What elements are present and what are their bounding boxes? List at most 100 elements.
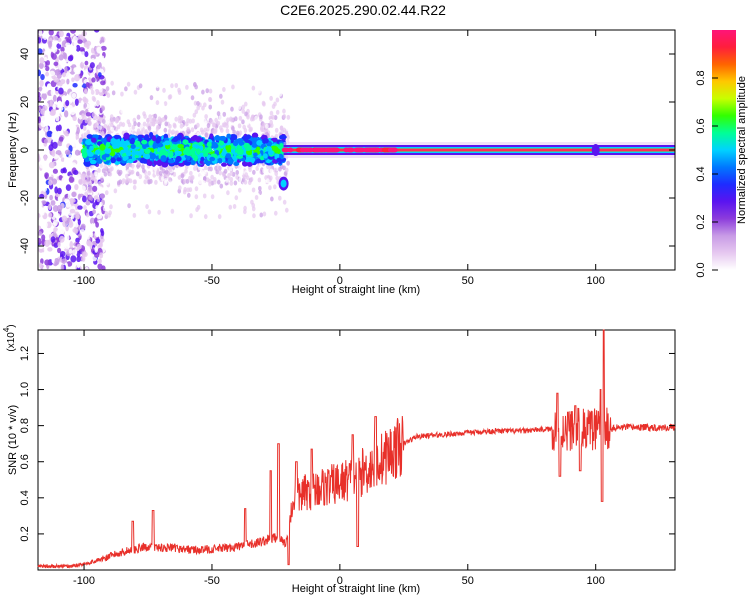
y-tick-label: -40: [19, 238, 31, 254]
heat-cell: [106, 125, 111, 131]
heat-cell: [235, 169, 240, 175]
heat-cell: [148, 114, 152, 120]
heat-cell: [170, 208, 175, 214]
heat-cell: [38, 69, 42, 77]
heat-cell: [113, 134, 120, 140]
colorbar-tick-label: 0.6: [695, 118, 707, 133]
heat-cell: [38, 106, 42, 111]
heat-cell: [186, 187, 190, 193]
heat-cell: [167, 176, 172, 182]
heat-cell: [258, 204, 262, 210]
heat-cell: [233, 180, 238, 186]
heat-cell: [101, 168, 106, 174]
heat-cell: [61, 176, 68, 184]
heat-cell: [182, 189, 187, 195]
heat-cell: [278, 115, 282, 121]
heat-cell: [198, 141, 204, 146]
heat-cell: [155, 100, 160, 106]
heat-cell: [99, 201, 103, 207]
heat-cell: [69, 240, 73, 249]
heat-cell: [252, 137, 258, 144]
heat-cell: [55, 213, 61, 219]
heat-cell: [167, 159, 175, 164]
heat-cell: [53, 257, 60, 266]
heat-cell: [63, 156, 70, 164]
heat-cell: [39, 163, 46, 169]
heat-cell: [75, 44, 81, 52]
heat-cell: [155, 124, 160, 130]
heat-cell: [196, 211, 201, 217]
heat-cell: [79, 261, 85, 267]
heat-cell: [94, 179, 98, 185]
heat-cell: [113, 154, 119, 159]
heat-cell: [243, 209, 247, 215]
heat-cell: [143, 179, 148, 185]
heat-cell: [171, 129, 175, 135]
heat-cell: [50, 236, 56, 243]
heat-cell: [109, 150, 116, 157]
heat-cell: [144, 148, 151, 154]
heat-cell: [125, 150, 132, 157]
heat-cell: [38, 237, 42, 245]
heat-cell: [49, 99, 54, 107]
heat-cell: [155, 83, 160, 89]
heat-cell: [201, 179, 206, 185]
heat-cell: [84, 191, 88, 197]
heat-cell: [222, 111, 227, 117]
heat-cell: [191, 147, 197, 152]
heat-cell: [104, 190, 109, 196]
heat-cell: [87, 151, 94, 157]
heat-cell: [99, 252, 104, 259]
heat-cell: [44, 239, 50, 247]
heat-cell: [87, 176, 91, 182]
heat-cell: [104, 153, 110, 158]
heat-cell: [196, 122, 200, 128]
heat-cell: [73, 169, 79, 175]
heat-cell: [58, 136, 64, 142]
heat-cell: [259, 212, 264, 218]
heat-cell: [48, 30, 54, 36]
heat-cell: [218, 115, 223, 121]
heat-cell: [73, 125, 77, 131]
heat-cell: [70, 162, 77, 168]
heat-cell: [75, 133, 80, 141]
heat-cell: [89, 85, 94, 91]
heat-cell: [200, 85, 204, 91]
scale-close: ): [6, 324, 17, 327]
heat-cell: [65, 184, 72, 192]
x-tick-label: -100: [73, 575, 95, 587]
heat-cell: [43, 209, 49, 214]
heat-cell: [245, 120, 250, 126]
heat-cell: [237, 148, 244, 155]
heat-cell: [68, 176, 75, 183]
heat-cell: [256, 146, 261, 151]
heat-cell: [89, 196, 94, 202]
heat-cell: [90, 223, 95, 230]
colorbar-tick-label: 0.2: [695, 214, 707, 229]
heat-cell: [208, 97, 212, 103]
heat-cell: [147, 160, 153, 167]
heat-cell: [149, 121, 153, 127]
heat-cell: [286, 160, 290, 166]
heat-cell: [38, 231, 43, 236]
heat-cell: [84, 161, 91, 167]
snr-frame: [37, 329, 676, 571]
x-tick-label: 0: [337, 275, 343, 287]
heat-cell: [188, 182, 193, 188]
heat-cell: [204, 132, 208, 138]
heat-cell: [274, 171, 279, 177]
heat-cell: [57, 100, 62, 107]
heat-cell: [79, 47, 85, 52]
heat-cell: [262, 211, 267, 217]
heat-cell: [171, 137, 179, 142]
heat-cell: [232, 140, 239, 147]
heat-cell: [269, 120, 273, 126]
heat-cell: [194, 186, 199, 192]
heat-cell: [80, 100, 84, 108]
heat-cell: [100, 228, 104, 234]
heat-cell: [108, 210, 112, 216]
heat-cell: [253, 152, 258, 157]
heat-cell: [91, 77, 96, 83]
heat-cell: [71, 77, 75, 82]
heat-cell: [195, 136, 202, 143]
